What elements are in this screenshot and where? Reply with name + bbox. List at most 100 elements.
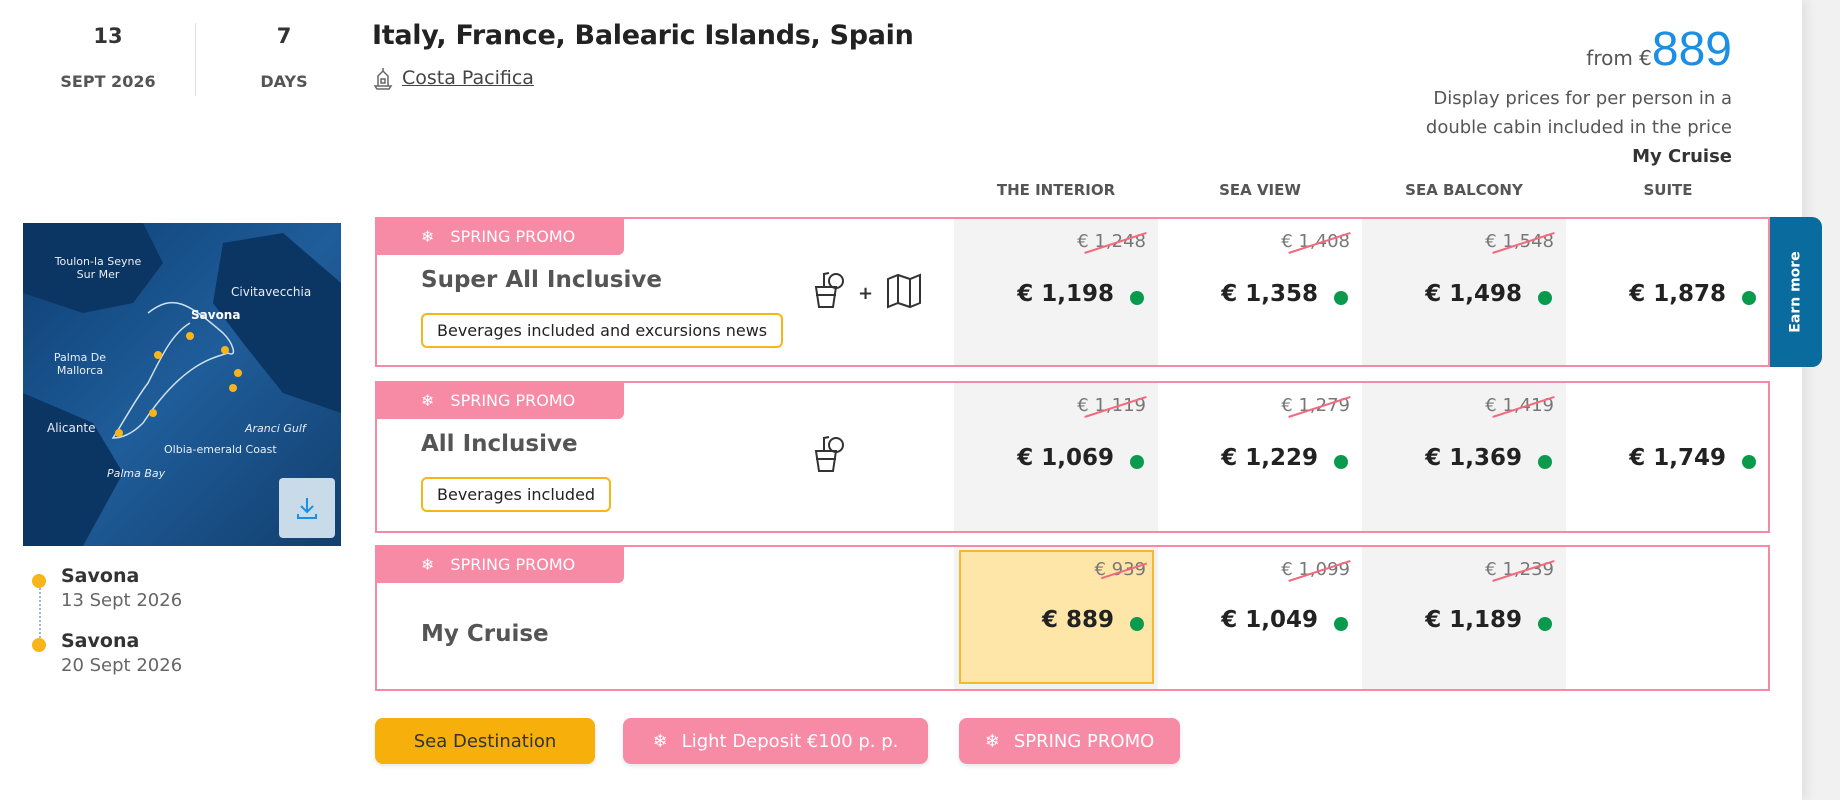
itinerary-line (39, 580, 41, 642)
ship-link[interactable]: Costa Pacifica (402, 67, 534, 89)
departure-day: 13 (93, 24, 123, 48)
current-price: € 1,878 (1629, 281, 1726, 307)
package-name: All Inclusive (421, 431, 578, 457)
ship-info: Costa Pacifica (372, 66, 534, 90)
promo-label: ❄ SPRING PROMO (375, 217, 624, 255)
drink-icon (812, 435, 846, 479)
promo-text: SPRING PROMO (450, 226, 576, 246)
old-price-value: € 1,548 (1485, 231, 1554, 252)
package-row: ❄ SPRING PROMO All Inclusive Beverages incl… (375, 381, 1770, 533)
download-icon (297, 498, 317, 519)
promo-label: ❄ SPRING PROMO (375, 381, 624, 419)
from-label: from € (1586, 46, 1652, 70)
old-price-value: € 1,279 (1281, 395, 1350, 416)
package-name: My Cruise (421, 621, 549, 647)
tag-label: Light Deposit €100 p. p. (681, 730, 899, 752)
map-label: Toulon-la Seyne Sur Mer (54, 255, 142, 281)
column-header-interior: THE INTERIOR (996, 181, 1116, 199)
from-price: from €889 (1586, 22, 1732, 77)
price-cell[interactable]: € 1,408 € 1,358 (1158, 219, 1362, 365)
sea-destination-tag[interactable]: Sea Destination (375, 718, 595, 764)
price-cell[interactable]: € 1,279 € 1,229 (1158, 383, 1362, 531)
current-price: € 1,198 (1017, 281, 1114, 307)
light-deposit-tag[interactable]: ❄ Light Deposit €100 p. p. (623, 718, 928, 764)
current-price: € 1,749 (1629, 445, 1726, 471)
duration-value: 7 (276, 24, 292, 48)
map-label: Civitavecchia (231, 285, 312, 299)
availability-dot (1538, 617, 1552, 631)
old-price-value: € 1,119 (1077, 395, 1146, 416)
availability-dot (1130, 455, 1144, 469)
price-cell[interactable]: € 1,099 € 1,049 (1158, 547, 1362, 689)
old-price-value: € 1,248 (1077, 231, 1146, 252)
price-cell[interactable]: € 1,548 € 1,498 (1362, 219, 1566, 365)
plus-icon: + (858, 282, 874, 304)
spring-promo-tag[interactable]: ❄ SPRING PROMO (959, 718, 1180, 764)
old-price: € 1,279 (1281, 395, 1350, 416)
ship-icon (373, 68, 393, 90)
old-price: € 1,548 (1485, 231, 1554, 252)
tag-label: Sea Destination (413, 730, 557, 752)
route-map-drawing (23, 223, 341, 546)
availability-dot (1334, 455, 1348, 469)
availability-dot (1538, 291, 1552, 305)
snowflake-icon: ❄ (421, 554, 435, 574)
route-map[interactable]: Toulon-la Seyne Sur Mer Savona Civitavec… (23, 223, 341, 546)
itinerary-date: 20 Sept 2026 (61, 655, 183, 676)
departure-month: SEPT 2026 (60, 72, 156, 91)
package-name: Super All Inclusive (421, 267, 662, 293)
map-icon (885, 272, 923, 314)
price-note: Display prices for per person in a doubl… (1332, 84, 1732, 171)
tag-label: SPRING PROMO (1013, 730, 1155, 752)
availability-dot (1538, 455, 1552, 469)
price-cell[interactable]: € 1,878 (1566, 219, 1770, 365)
current-price: € 889 (1041, 607, 1114, 633)
map-label: Palma Bay (107, 467, 166, 480)
price-cell[interactable]: € 1,239 € 1,189 (1362, 547, 1566, 689)
old-price-value: € 1,099 (1281, 559, 1350, 580)
earn-more-tab[interactable]: Earn more (1770, 217, 1822, 367)
port-marker (32, 638, 46, 652)
from-price-value: 889 (1651, 23, 1732, 76)
price-note-line: double cabin included in the price (1425, 117, 1732, 138)
cruise-card: 13 SEPT 2026 7 DAYS Italy, France, Balea… (0, 0, 1802, 800)
snowflake-icon: ❄ (984, 730, 1000, 752)
price-note-package: My Cruise (1632, 146, 1732, 167)
earn-more-label: Earn more (1788, 251, 1804, 333)
port-marker (32, 574, 46, 588)
cruise-title: Italy, France, Balearic Islands, Spain (372, 20, 914, 51)
old-price: € 939 (1094, 559, 1146, 580)
price-cell[interactable]: € 1,419 € 1,369 (1362, 383, 1566, 531)
availability-dot (1742, 455, 1756, 469)
inclusion-badge: Beverages included (421, 477, 612, 512)
itinerary-port: Savona (61, 565, 140, 587)
old-price-value: € 1,408 (1281, 231, 1350, 252)
availability-dot (1130, 291, 1144, 305)
promo-text: SPRING PROMO (450, 390, 576, 410)
promo-label: ❄ SPRING PROMO (375, 545, 624, 583)
price-cell[interactable]: € 1,248 € 1,198 (954, 219, 1158, 365)
price-cell[interactable]: € 939 € 889 (954, 547, 1158, 689)
current-price: € 1,069 (1017, 445, 1114, 471)
snowflake-icon: ❄ (421, 226, 435, 246)
drink-icon (812, 271, 846, 315)
availability-dot (1742, 291, 1756, 305)
price-cell[interactable]: € 1,119 € 1,069 (954, 383, 1158, 531)
price-note-line: Display prices for per person in a (1433, 88, 1732, 109)
old-price: € 1,099 (1281, 559, 1350, 580)
column-header-suite: SUITE (1643, 181, 1693, 199)
current-price: € 1,358 (1221, 281, 1318, 307)
promo-text: SPRING PROMO (450, 554, 576, 574)
map-download-button[interactable] (279, 478, 335, 538)
price-cell[interactable]: € 1,749 (1566, 383, 1770, 531)
old-price: € 1,248 (1077, 231, 1146, 252)
itinerary-port: Savona (61, 630, 140, 652)
old-price: € 1,419 (1485, 395, 1554, 416)
itinerary-date: 13 Sept 2026 (61, 590, 183, 611)
snowflake-icon: ❄ (652, 730, 668, 752)
inclusion-badge: Beverages included and excursions news (421, 313, 784, 348)
package-row: ❄ SPRING PROMO Super All Inclusive Beverage… (375, 217, 1770, 367)
current-price: € 1,049 (1221, 607, 1318, 633)
map-label: Savona (191, 308, 241, 322)
old-price: € 1,239 (1485, 559, 1554, 580)
